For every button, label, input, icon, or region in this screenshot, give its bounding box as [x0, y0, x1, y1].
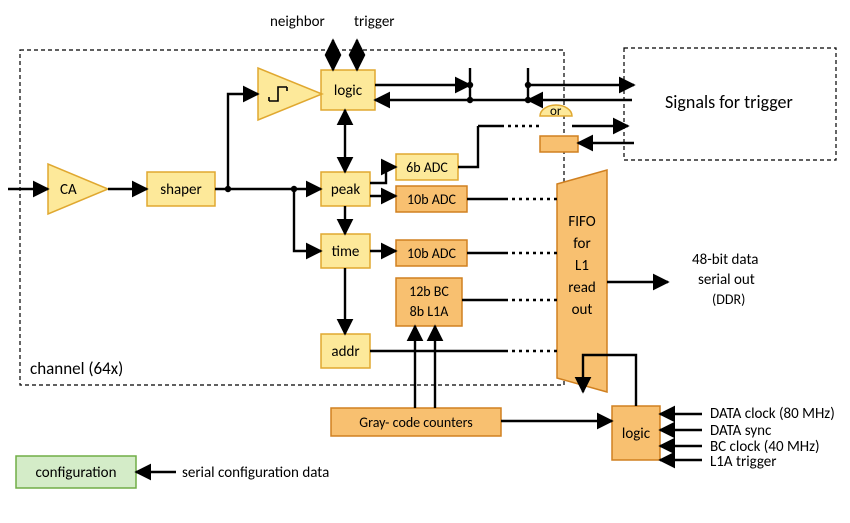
svg-text:time: time: [332, 243, 360, 261]
svg-text:peak: peak: [331, 181, 361, 199]
svg-text:6b ADC: 6b ADC: [406, 159, 448, 176]
svg-text:serial configuration data: serial configuration data: [182, 464, 329, 482]
or-gate: or: [540, 104, 572, 119]
svg-text:CA: CA: [60, 181, 77, 199]
svg-text:Gray- code counters: Gray- code counters: [359, 414, 472, 431]
svg-text:L1: L1: [575, 257, 589, 275]
svg-text:logic: logic: [622, 425, 651, 443]
svg-text:10b ADC: 10b ADC: [407, 191, 456, 208]
svg-text:L1A trigger: L1A trigger: [710, 453, 777, 471]
or-out-box: [540, 136, 578, 152]
svg-text:for: for: [573, 235, 590, 253]
svg-text:48-bit data: 48-bit data: [692, 251, 759, 269]
svg-text:FIFO: FIFO: [568, 213, 595, 231]
diagram-canvas: or shaper logic peak time addr 6b ADC 10b ADC 1…: [0, 0, 850, 523]
svg-text:Signals for trigger: Signals for trigger: [665, 91, 793, 113]
discriminator: [258, 68, 322, 120]
svg-text:serial out: serial out: [698, 271, 755, 289]
svg-text:or: or: [550, 104, 562, 119]
svg-text:10b ADC: 10b ADC: [407, 245, 456, 262]
svg-text:(DDR): (DDR): [712, 291, 745, 308]
svg-text:configuration: configuration: [36, 464, 117, 482]
svg-text:neighbor: neighbor: [270, 13, 325, 31]
svg-text:logic: logic: [334, 82, 363, 100]
svg-text:out: out: [572, 301, 593, 319]
svg-text:DATA clock (80 MHz): DATA clock (80 MHz): [710, 405, 835, 423]
svg-text:addr: addr: [331, 343, 359, 361]
svg-text:shaper: shaper: [160, 181, 202, 199]
svg-text:12b BC: 12b BC: [409, 283, 449, 300]
ca-amp: [48, 164, 108, 214]
svg-text:read: read: [568, 279, 596, 297]
svg-text:trigger: trigger: [354, 13, 395, 31]
svg-text:channel (64x): channel (64x): [30, 358, 123, 379]
svg-text:8b L1A: 8b L1A: [410, 303, 450, 320]
